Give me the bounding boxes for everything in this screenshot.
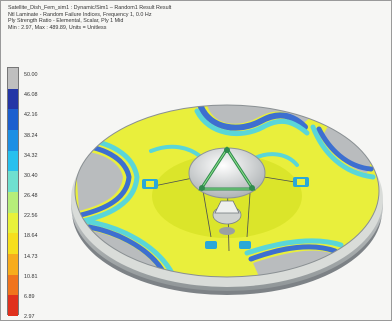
legend-tick-label: 34.32 bbox=[24, 152, 38, 159]
legend-segment bbox=[8, 295, 18, 317]
dish-outline bbox=[74, 104, 380, 278]
legend-segment bbox=[8, 130, 18, 152]
left-mount bbox=[142, 179, 158, 189]
legend-segment bbox=[8, 212, 18, 234]
legend-tick-label: 22.56 bbox=[24, 213, 38, 220]
header-line-3: Ply Strength Ratio - Elemental, Scalar, … bbox=[8, 18, 124, 25]
legend-segment bbox=[8, 150, 18, 172]
bottom-left-mount bbox=[205, 241, 217, 249]
legend-segment bbox=[8, 109, 18, 131]
legend-segment bbox=[8, 274, 18, 296]
legend-segment bbox=[8, 192, 18, 214]
header-line-4: Min : 2.97, Max : 489.89, Units = Unitle… bbox=[8, 24, 107, 31]
legend-segment bbox=[8, 233, 18, 255]
bottom-right-mount bbox=[239, 241, 251, 249]
legend-tick-label: 10.81 bbox=[24, 273, 38, 280]
legend-tick-label: 42.16 bbox=[24, 112, 38, 119]
legend-tick-label: 50.00 bbox=[24, 72, 38, 78]
legend-tick-label: 2.97 bbox=[24, 314, 35, 320]
legend-tick-label: 30.40 bbox=[24, 172, 38, 179]
right-mount bbox=[293, 177, 309, 187]
result-header: Satellite_Dish_Fem_sim1 : Dynamic/Sim1 –… bbox=[8, 5, 308, 31]
header-line-2: Ntl Laminate - Random Failure Indices, F… bbox=[8, 11, 152, 18]
color-legend: 50.00 46.08 42.16 38.24 34.32 30.40 26.48 22.56… bbox=[7, 67, 67, 320]
legend-tick-label: 14.73 bbox=[24, 253, 38, 260]
legend-segment bbox=[8, 68, 18, 90]
legend-tick-label: 18.64 bbox=[24, 233, 38, 240]
header-line-1: Satellite_Dish_Fem_sim1 : Dynamic/Sim1 –… bbox=[8, 5, 172, 11]
legend-segment bbox=[8, 254, 18, 276]
lower-mount bbox=[212, 200, 242, 235]
legend-segment bbox=[8, 171, 18, 193]
legend-tick-label: 6.89 bbox=[24, 293, 35, 300]
legend-tick-label: 26.48 bbox=[24, 193, 38, 199]
legend-color-bar bbox=[7, 67, 19, 317]
feed-hub bbox=[188, 146, 266, 199]
legend-segment bbox=[8, 88, 18, 110]
legend-tick-label: 38.24 bbox=[24, 132, 38, 139]
legend-tick-label: 46.08 bbox=[24, 92, 38, 99]
